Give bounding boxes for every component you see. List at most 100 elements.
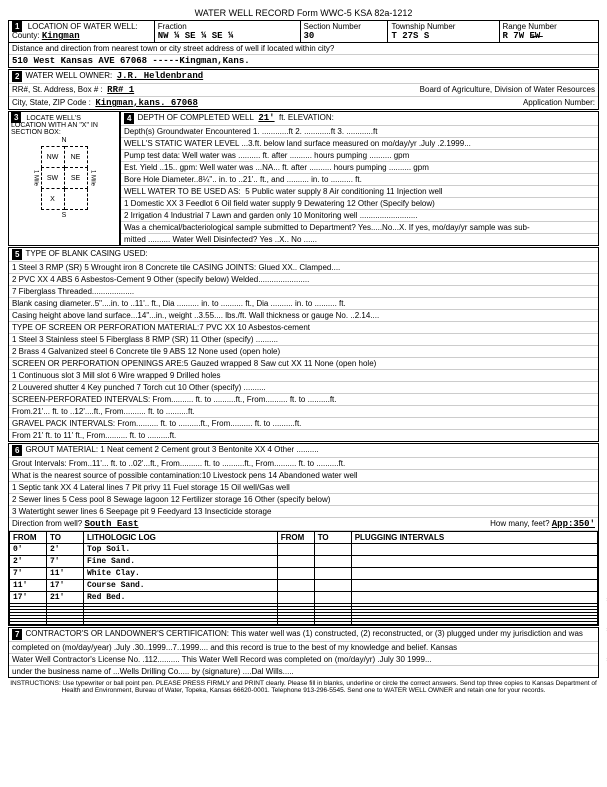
section-4: 4 DEPTH OF COMPLETED WELL 21' ft. ELEVAT… [120, 111, 599, 246]
litho-cell: 7' [10, 568, 47, 580]
litho-header: FROM [277, 532, 314, 544]
s5-blank-dia: Blank casing diameter..5"....in. to ..11… [12, 299, 346, 308]
s6-contam: What is the nearest source of possible c… [12, 471, 202, 480]
litho-row: 7'11'White Clay. [10, 568, 598, 580]
instructions: INSTRUCTIONS: Use typewriter or ball poi… [8, 680, 599, 694]
litho-cell: 11' [10, 580, 47, 592]
litho-cell [351, 544, 597, 556]
sec2-num: 2 [12, 71, 22, 82]
litho-cell: Red Bed. [84, 592, 278, 604]
litho-cell [351, 622, 597, 625]
grid-w: 1 Mile [33, 170, 39, 186]
city-label: City, State, ZIP Code : [12, 98, 91, 107]
s5-o1: 5 Gauzed wrapped 8 Saw cut XX 11 None (o… [184, 359, 376, 368]
litho-cell [47, 622, 84, 625]
static-line: WELL'S STATIC WATER LEVEL ...3.ft. below… [124, 139, 471, 148]
litho-cell [314, 580, 351, 592]
s5r2: 2 PVC XX 4 ABS 6 Asbestos-Cement 9 Other… [12, 275, 309, 284]
range-value: R 7W E̶W̶ [503, 31, 541, 41]
s6-c4: 3 Watertight sewer lines 6 Seepage pit 9… [12, 507, 271, 516]
chem-2: mitted .......... Water Well Disinfected… [124, 235, 317, 244]
location-grid: NWNE SWSE X [41, 146, 88, 210]
litho-header: LITHOLOGIC LOG [84, 532, 278, 544]
uses-3: 2 Irrigation 4 Industrial 7 Lawn and gar… [124, 211, 417, 220]
yield-line: Est. Yield ..15.. gpm: Well water was ..… [124, 163, 429, 172]
uses-1: 5 Public water supply 8 Air conditioning… [245, 187, 442, 196]
s5-s1: 7 PVC XX 10 Asbestos-cement [199, 323, 310, 332]
litho-cell [351, 580, 597, 592]
rr-label: RR#, St. Address, Box # : [12, 85, 103, 94]
range-label: Range Number [503, 22, 557, 31]
s5r1: 1 Steel 3 RMP (SR) 5 Wrought iron 8 Conc… [12, 263, 340, 272]
litho-header: TO [314, 532, 351, 544]
section-1: 1 LOCATION OF WATER WELL: County: Kingma… [8, 20, 599, 68]
litho-cell [314, 592, 351, 604]
litho-header: FROM [10, 532, 47, 544]
litho-cell: 2' [47, 544, 84, 556]
grid-s: S [9, 212, 119, 219]
grid-ne: NE [64, 147, 87, 168]
dist-value: 510 West Kansas AVE 67068 -----Kingman,K… [12, 56, 250, 66]
litho-cell: 0' [10, 544, 47, 556]
rr-value: RR# 1 [107, 85, 134, 95]
app-label: Application Number: [304, 98, 596, 108]
fraction-label: Fraction [158, 22, 187, 31]
pump-line: Pump test data: Well water was .........… [124, 151, 409, 160]
litho-row: 17'21'Red Bed. [10, 592, 598, 604]
county-value: Kingman [42, 31, 80, 41]
sec4-title: DEPTH OF COMPLETED WELL [137, 113, 253, 124]
uses-2: 1 Domestic XX 3 Feedlot 6 Oil field wate… [124, 199, 435, 208]
litho-cell [351, 568, 597, 580]
litho-row: 11'17'Course Sand. [10, 580, 598, 592]
s5r3: 7 Fiberglass Threaded................... [12, 287, 134, 296]
sec6-title: GROUT MATERIAL: [25, 445, 98, 456]
chem-1: Was a chemical/bacteriological sample su… [124, 223, 530, 232]
litho-header: TO [47, 532, 84, 544]
s6-c2: 1 Septic tank XX 4 Lateral lines 7 Pit p… [12, 483, 290, 492]
litho-cell [314, 556, 351, 568]
sec5-num: 5 [12, 249, 22, 260]
litho-cell [277, 580, 314, 592]
litho-cell [277, 556, 314, 568]
litho-table: FROMTOLITHOLOGIC LOGFROMTOPLUGGING INTER… [9, 531, 598, 625]
county-label: County: [12, 31, 40, 40]
litho-cell [314, 622, 351, 625]
depth-value: 21' [258, 113, 274, 124]
litho-row: 0'2'Top Soil. [10, 544, 598, 556]
city-value: Kingman,kans. 67068 [95, 98, 198, 108]
s6-dir-label: Direction from well? [12, 519, 82, 529]
litho-cell: 11' [47, 568, 84, 580]
township-value: T 27S S [391, 31, 429, 41]
s5-int1: SCREEN-PERFORATED INTERVALS: From.......… [12, 395, 337, 404]
section-label: Section Number [304, 22, 361, 31]
litho-cell: Top Soil. [84, 544, 278, 556]
s6-int: Grout Intervals: From..11'... ft. to ..0… [12, 459, 345, 468]
litho-cell: 17' [10, 592, 47, 604]
litho-row: 2'7'Fine Sand. [10, 556, 598, 568]
section-2: 2 WATER WELL OWNER: J.R. Heldenbrand RR#… [8, 69, 599, 110]
dist-label: Distance and direction from nearest town… [12, 44, 334, 53]
s5-s3: 2 Brass 4 Galvanized steel 6 Concrete ti… [12, 347, 280, 356]
s6-dist-label: How many, feet? [490, 519, 549, 529]
sec7-num: 7 [12, 629, 22, 640]
litho-cell: Fine Sand. [84, 556, 278, 568]
form-title: WATER WELL RECORD Form WWC-5 KSA 82a-121… [8, 8, 599, 18]
litho-cell: 17' [47, 580, 84, 592]
litho-cell: 21' [47, 592, 84, 604]
fraction-value: NW ¼ SE ¼ SE ¼ [158, 31, 234, 41]
gw-line: Depth(s) Groundwater Encountered 1. ....… [124, 127, 377, 136]
sec1-title: LOCATION OF WATER WELL: [28, 22, 138, 31]
sec4-num: 4 [124, 113, 134, 124]
s5-open-title: SCREEN OR PERFORATION OPENINGS ARE: [12, 359, 184, 368]
s5-o2: 1 Continuous slot 3 Mill slot 6 Wire wra… [12, 371, 221, 380]
elev-label: ft. ELEVATION: [279, 113, 334, 124]
litho-cell [10, 622, 47, 625]
litho-cell: 7' [47, 556, 84, 568]
s6-mat: 1 Neat cement 2 Cement grout 3 Bentonite… [100, 445, 318, 456]
bore-line: Bore Hole Diameter..8¼".. in. to ..21'..… [124, 175, 362, 184]
sec5-title: TYPE OF BLANK CASING USED: [25, 249, 147, 260]
s5-grav1: GRAVEL PACK INTERVALS: From.......... ft… [12, 419, 301, 428]
litho-cell [277, 592, 314, 604]
section-3: 3 LOCATE WELL'S LOCATION WITH AN "X" IN … [8, 111, 120, 246]
s5-height: Casing height above land surface...14"..… [12, 311, 379, 320]
